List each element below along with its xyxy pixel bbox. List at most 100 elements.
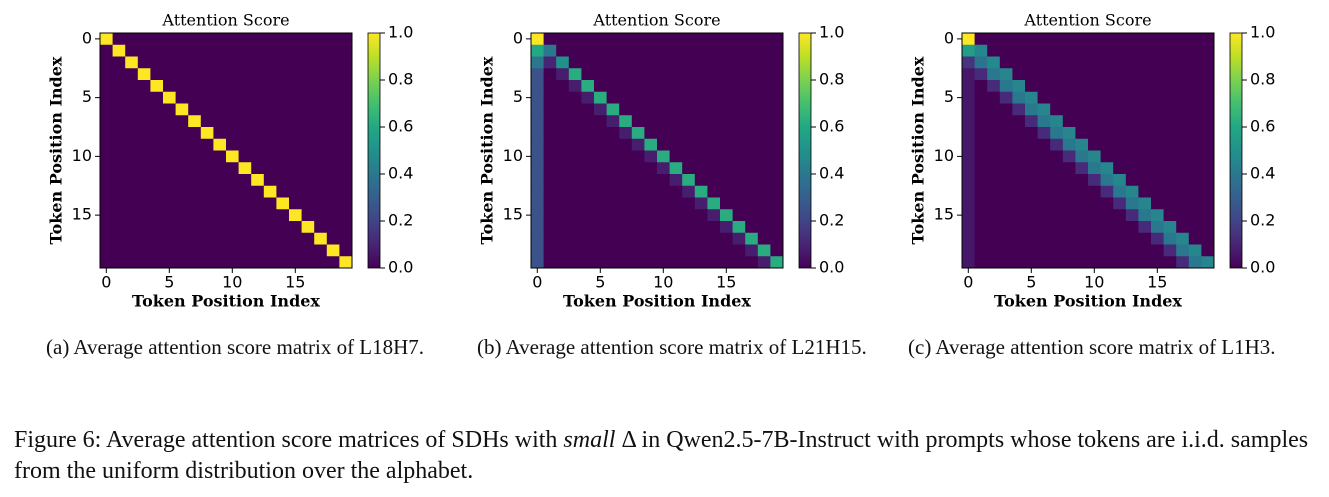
heatmap-cell: [1125, 174, 1139, 187]
heatmap-cell: [644, 68, 658, 81]
heatmap-cell: [581, 115, 595, 128]
heatmap-cell: [263, 232, 277, 245]
heatmap-cell: [314, 44, 328, 57]
heatmap-cell: [1012, 44, 1026, 57]
heatmap-cell: [276, 232, 290, 245]
heatmap-cell: [1113, 221, 1127, 234]
heatmap-cell: [1012, 209, 1026, 222]
heatmap-cell: [556, 103, 570, 116]
heatmap-cell: [301, 150, 315, 163]
heatmap-cell: [163, 56, 176, 69]
heatmap-cell: [1151, 221, 1164, 234]
heatmap-cell: [1012, 103, 1026, 116]
heatmap-cell: [1188, 221, 1202, 234]
heatmap-cell: [339, 256, 353, 269]
heatmap-cell: [238, 80, 252, 93]
heatmap-cell: [1151, 68, 1164, 81]
heatmap-cell: [1037, 103, 1051, 116]
heatmap-cell: [745, 115, 759, 128]
heatmap-cell: [314, 127, 328, 140]
heatmap-cell: [987, 44, 1001, 57]
heatmap-cell: [276, 44, 290, 57]
heatmap-cell: [556, 197, 570, 210]
heatmap-cell: [163, 115, 176, 128]
heatmap-cell: [694, 80, 708, 93]
heatmap-cell: [1176, 162, 1190, 175]
heatmap-cell: [1075, 44, 1089, 57]
heatmap-cell: [606, 103, 620, 116]
caption-emphasis: small: [563, 427, 616, 453]
heatmap-cell: [657, 80, 670, 93]
heatmap-cell: [657, 56, 670, 69]
heatmap-cell: [200, 127, 214, 140]
heatmap-cell: [1075, 80, 1089, 93]
heatmap-cell: [137, 138, 151, 151]
heatmap-cell: [999, 127, 1013, 140]
heatmap-cell: [175, 244, 189, 257]
heatmap-cell: [1062, 162, 1076, 175]
heatmap-cell: [1075, 185, 1089, 198]
heatmap-cell: [987, 33, 1001, 46]
heatmap-cell: [1163, 162, 1177, 175]
heatmap-cell: [163, 150, 176, 163]
heatmap-cell: [999, 209, 1013, 222]
heatmap-cell: [974, 162, 988, 175]
heatmap-cell: [606, 209, 620, 222]
heatmap-cell: [1125, 80, 1139, 93]
heatmap-cell: [1088, 162, 1101, 175]
heatmap-cell: [594, 44, 607, 57]
heatmap-cell: [1188, 80, 1202, 93]
heatmap-cell: [720, 80, 733, 93]
heatmap-cell: [1100, 33, 1114, 46]
heatmap-cell: [163, 197, 176, 210]
heatmap-cell: [568, 162, 582, 175]
heatmap-cell: [314, 80, 328, 93]
heatmap-cell: [594, 185, 607, 198]
heatmap-cell: [707, 68, 721, 81]
heatmap-cell: [326, 115, 340, 128]
heatmap-cell: [1050, 138, 1064, 151]
heatmap-cell: [568, 91, 582, 104]
heatmap-cell: [1176, 80, 1190, 93]
heatmap-cell: [1075, 244, 1089, 257]
heatmap-cell: [1062, 244, 1076, 257]
heatmap-cell: [1037, 162, 1051, 175]
heatmap-cell: [213, 80, 227, 93]
heatmap-cell: [1050, 244, 1064, 257]
heatmap-cell: [1062, 138, 1076, 151]
heatmap-cell: [137, 68, 151, 81]
heatmap-cell: [1025, 209, 1038, 222]
heatmap-cell: [1125, 115, 1139, 128]
heatmap-cell: [999, 221, 1013, 234]
heatmap-cell: [1075, 197, 1089, 210]
heatmap-cell: [125, 44, 139, 57]
heatmap-cell: [568, 127, 582, 140]
subcaption: (b) Average attention score matrix of L2…: [477, 335, 867, 359]
heatmap-cell: [1037, 197, 1051, 210]
heatmap-cell: [962, 244, 975, 257]
heatmap-cell: [125, 33, 139, 46]
heatmap-cell: [1113, 150, 1127, 163]
heatmap-cell: [251, 115, 265, 128]
heatmap-cell: [125, 185, 139, 198]
heatmap-cell: [1151, 115, 1164, 128]
heatmap-cell: [263, 91, 277, 104]
heatmap-cell: [1088, 103, 1101, 116]
heatmap-cell: [644, 103, 658, 116]
heatmap-cell: [531, 127, 544, 140]
heatmap-cell: [150, 80, 164, 93]
heatmap-cell: [1176, 197, 1190, 210]
heatmap-cell: [1188, 162, 1202, 175]
heatmap-cell: [1176, 174, 1190, 187]
heatmap-cell: [581, 221, 595, 234]
heatmap-cell: [1138, 115, 1152, 128]
y-axis-label: Token Position Index: [909, 56, 928, 244]
heatmap-cell: [1100, 80, 1114, 93]
heatmap-cell: [339, 33, 353, 46]
heatmap-cell: [251, 162, 265, 175]
heatmap-cell: [163, 221, 176, 234]
colorbar-tick-label: 0.6: [819, 117, 844, 136]
heatmap-cell: [112, 162, 126, 175]
heatmap-cell: [188, 162, 202, 175]
heatmap-cell: [1062, 91, 1076, 104]
